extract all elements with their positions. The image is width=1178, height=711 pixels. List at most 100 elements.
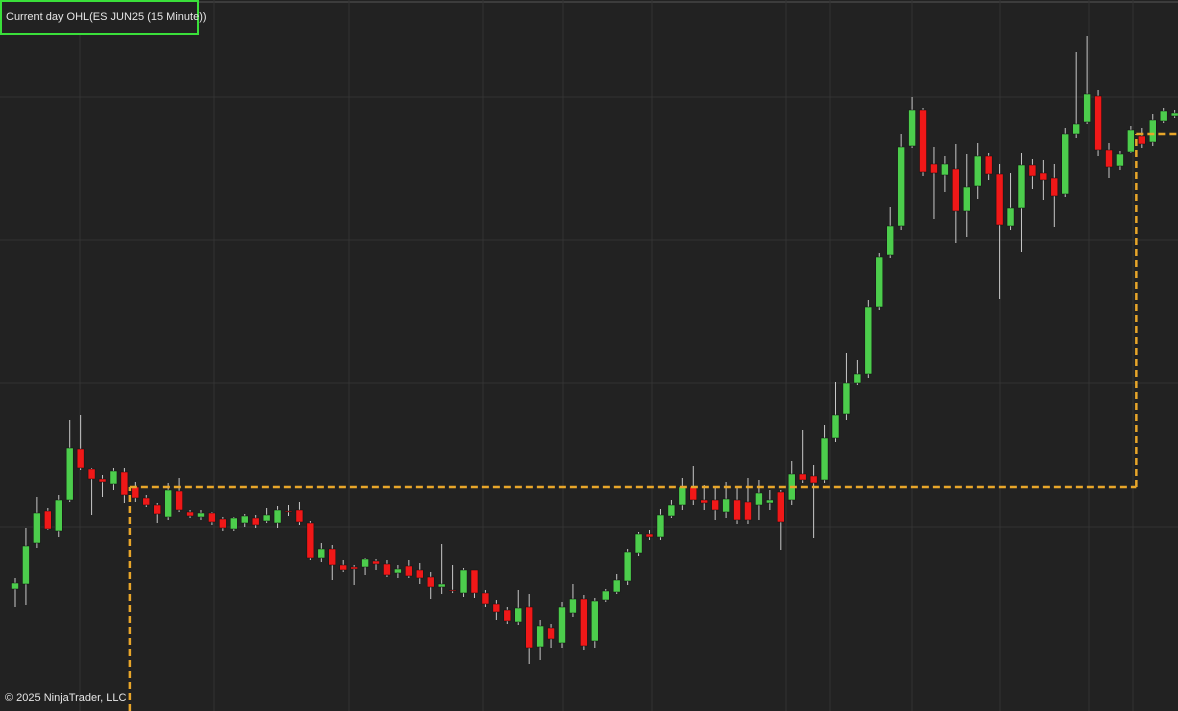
candle-body	[339, 564, 347, 571]
candle-body	[1039, 172, 1048, 181]
candle-body	[131, 486, 140, 499]
candle-body	[623, 551, 632, 582]
candle-body	[700, 499, 708, 504]
candle-body	[1138, 135, 1146, 145]
candle-body	[831, 414, 840, 439]
candle-body	[886, 225, 894, 256]
candle-body	[164, 489, 172, 518]
candle-body	[733, 499, 741, 521]
candle-body	[536, 625, 544, 648]
candle-body	[569, 598, 577, 614]
candle-body	[175, 490, 183, 511]
candle-body	[219, 518, 227, 529]
candle-body	[558, 606, 566, 644]
candle-body	[678, 486, 687, 506]
candle-body	[547, 627, 555, 640]
candle-body	[941, 163, 949, 176]
candle-body	[602, 590, 610, 601]
candle-body	[197, 512, 205, 518]
candle-body	[437, 583, 446, 588]
candle-body	[273, 509, 282, 524]
candle-body	[1006, 207, 1015, 227]
candle-body	[383, 563, 391, 576]
candle-body	[1105, 149, 1113, 168]
candle-body	[481, 592, 490, 605]
candle-body	[306, 522, 315, 559]
candle-body	[361, 558, 369, 568]
candle-body	[1127, 129, 1135, 153]
candle-body	[777, 491, 785, 523]
candle-body	[22, 545, 30, 585]
candle-body	[612, 579, 621, 593]
candle-body	[1116, 153, 1124, 167]
candle-body	[448, 589, 457, 592]
candle-body	[65, 447, 74, 501]
candle-body	[514, 607, 522, 623]
candle-body	[1072, 123, 1080, 135]
candle-body	[1017, 164, 1026, 209]
candle-body	[153, 504, 161, 515]
candle-body	[919, 109, 927, 173]
candle-body	[33, 512, 41, 544]
candle-body	[459, 569, 468, 594]
candle-body	[1050, 177, 1059, 197]
candle-body	[984, 155, 993, 175]
candle-body	[875, 256, 884, 308]
candle-body	[820, 437, 829, 481]
candle-body	[930, 163, 938, 174]
candle-body	[766, 499, 774, 504]
candle-body	[722, 498, 730, 513]
candle-body	[952, 168, 960, 212]
candle-body	[470, 569, 479, 594]
candle-body	[580, 598, 588, 647]
candle-body	[1083, 93, 1091, 123]
candle-body	[645, 533, 654, 538]
candle-body	[76, 448, 85, 469]
indicator-label: Current day OHL(ES JUN25 (15 Minute))	[6, 11, 207, 23]
candle-body	[295, 509, 304, 523]
candle-body	[1170, 112, 1178, 117]
candle-body	[1094, 95, 1102, 151]
candle-body	[853, 373, 862, 384]
candle-body	[842, 382, 851, 415]
candle-body	[109, 470, 118, 485]
candle-body	[208, 512, 216, 523]
candle-body	[755, 492, 763, 506]
candle-body	[44, 510, 52, 530]
candles	[11, 36, 1178, 711]
candle-body	[11, 582, 19, 590]
candle-body	[350, 566, 358, 570]
candle-body	[1159, 110, 1168, 122]
candle-body	[634, 533, 643, 554]
candle-body	[284, 510, 293, 513]
candle-body	[394, 568, 402, 574]
candle-body	[1061, 133, 1069, 195]
candle-body	[142, 497, 151, 506]
candle-body	[908, 109, 916, 147]
candle-body	[656, 514, 665, 538]
candle-body	[416, 569, 424, 579]
candle-body	[711, 499, 719, 511]
indicator-box	[0, 0, 199, 35]
candle-body	[372, 560, 380, 565]
candle-body	[667, 504, 676, 517]
candle-body	[492, 603, 501, 613]
candle-body	[186, 511, 194, 517]
copyright: © 2025 NinjaTrader, LLC	[5, 692, 126, 704]
candle-body	[262, 514, 271, 522]
candle-body	[503, 609, 512, 622]
candle-body	[525, 606, 533, 649]
candle-body	[317, 548, 326, 559]
candle-body	[240, 515, 249, 524]
candle-body	[864, 306, 873, 375]
candle-body	[963, 186, 971, 212]
candle-body	[897, 146, 905, 227]
candle-body	[744, 501, 752, 521]
candle-body	[87, 468, 96, 480]
candle-body	[328, 548, 337, 566]
candle-body	[798, 473, 807, 481]
candle-body	[809, 475, 818, 484]
